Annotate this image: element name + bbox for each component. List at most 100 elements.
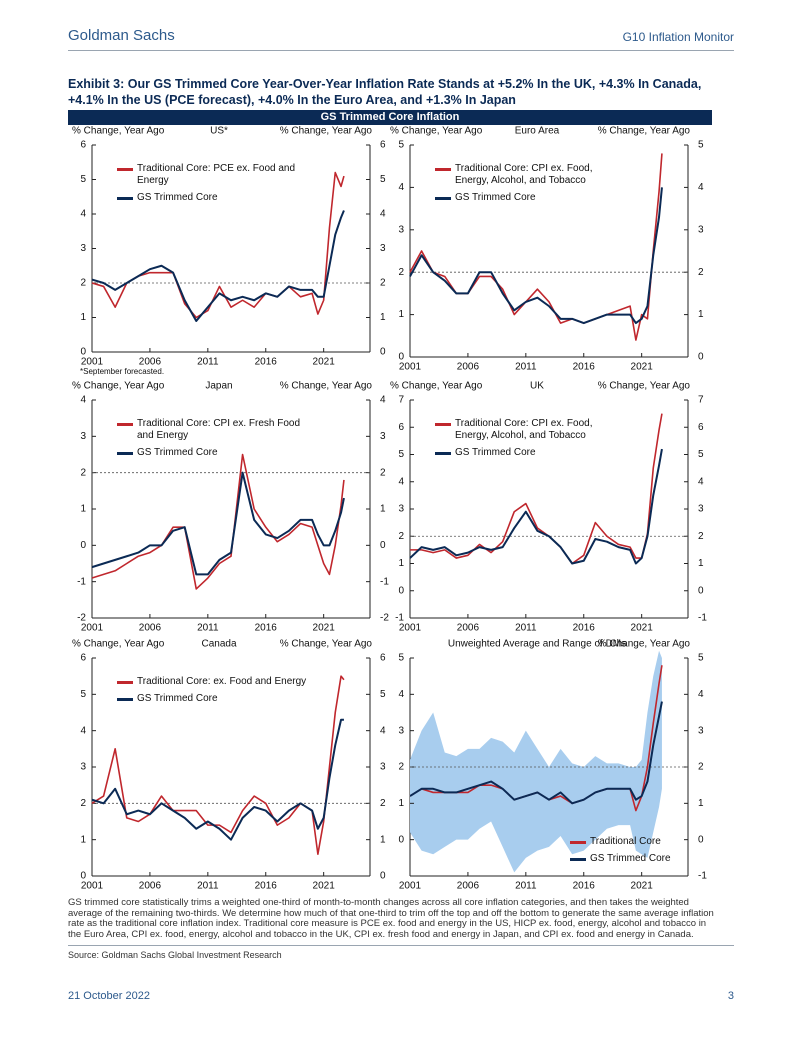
y2-tick-label: 1 (698, 798, 704, 809)
y-tick-label: 0 (80, 871, 86, 882)
y2-tick-label: 0 (380, 540, 386, 551)
legend-entry: GS Trimmed Core (435, 447, 625, 459)
y-tick-label: 4 (80, 725, 86, 736)
legend-entry: GS Trimmed Core (570, 853, 680, 865)
y-tick-label: 5 (80, 174, 86, 185)
y2-tick-label: 4 (698, 689, 704, 700)
range-band (410, 650, 662, 873)
x-tick-label: 2016 (573, 362, 596, 373)
y-tick-label: 6 (80, 653, 86, 664)
y-tick-label: 1 (398, 558, 404, 569)
y2-tick-label: 3 (698, 504, 704, 515)
y-tick-label: 5 (398, 653, 404, 664)
y-axis-label: % Change, Year Ago (390, 381, 483, 392)
y-tick-label: 4 (398, 476, 404, 487)
y2-tick-label: 4 (698, 476, 704, 487)
x-tick-label: 2001 (399, 881, 422, 892)
y2-tick-label: 1 (380, 834, 386, 845)
y2-tick-label: 2 (698, 762, 704, 773)
y2-tick-label: 0 (698, 585, 704, 596)
legend-swatch (117, 698, 133, 701)
x-tick-label: 2011 (197, 357, 219, 368)
x-tick-label: 2001 (399, 362, 422, 373)
legend-label: GS Trimmed Core (137, 192, 218, 203)
y2-tick-label: 0 (698, 352, 704, 363)
y-tick-label: 2 (398, 762, 404, 773)
y2-tick-label: 3 (380, 243, 386, 254)
y-tick-label: 6 (398, 422, 404, 433)
y-axis-label: % Change, Year Ago (72, 126, 165, 137)
x-tick-label: 2016 (255, 881, 278, 892)
x-tick-label: 2021 (313, 357, 336, 368)
y2-axis-label: % Change, Year Ago (280, 381, 373, 392)
y-tick-label: -2 (77, 613, 86, 624)
series-line (91, 675, 345, 855)
y-tick-label: 1 (80, 504, 86, 515)
y-tick-label: 5 (80, 689, 86, 700)
y2-tick-label: -1 (380, 576, 389, 587)
y-tick-label: 3 (80, 762, 86, 773)
y2-tick-label: -1 (698, 871, 707, 882)
y-tick-label: 4 (398, 182, 404, 193)
y-tick-label: 3 (398, 224, 404, 235)
y2-tick-label: 4 (380, 725, 386, 736)
legend-swatch (435, 452, 451, 455)
legend-entry: Traditional Core (570, 836, 680, 848)
y-tick-label: 2 (398, 267, 404, 278)
y-tick-label: 2 (398, 531, 404, 542)
y-tick-label: 7 (398, 395, 404, 406)
series-line (91, 471, 345, 576)
x-tick-label: 2001 (81, 357, 104, 368)
y-tick-label: 2 (80, 467, 86, 478)
y-tick-label: 1 (80, 312, 86, 323)
y-tick-label: 6 (80, 140, 86, 151)
x-tick-label: 2016 (255, 357, 278, 368)
y-tick-label: 4 (80, 395, 86, 406)
y2-tick-label: 4 (698, 182, 704, 193)
legend-entry: GS Trimmed Core (117, 192, 307, 204)
y2-tick-label: 6 (698, 422, 704, 433)
banner: GS Trimmed Core Inflation (68, 110, 712, 125)
y2-tick-label: 6 (380, 653, 386, 664)
legend-entry: Traditional Core: CPI ex. Food, Energy, … (435, 163, 625, 187)
y-tick-label: 3 (80, 431, 86, 442)
publication: G10 Inflation Monitor (622, 30, 734, 44)
y2-tick-label: 2 (380, 278, 386, 289)
y-tick-label: 5 (398, 140, 404, 151)
y-tick-label: 1 (80, 834, 86, 845)
y-tick-label: 0 (398, 352, 404, 363)
x-tick-label: 2011 (197, 881, 219, 892)
y2-tick-label: 3 (380, 431, 386, 442)
y2-tick-label: 3 (698, 725, 704, 736)
x-tick-label: 2016 (573, 623, 596, 634)
y-axis-label: % Change, Year Ago (72, 639, 165, 650)
y2-tick-label: -2 (380, 613, 389, 624)
y2-tick-label: 2 (380, 798, 386, 809)
date: 21 October 2022 (68, 990, 150, 1002)
x-tick-label: 2011 (515, 362, 537, 373)
y-tick-label: 1 (398, 798, 404, 809)
legend-swatch (117, 423, 133, 426)
x-tick-label: 2006 (139, 623, 162, 634)
exhibit-title: Exhibit 3: Our GS Trimmed Core Year-Over… (68, 77, 702, 107)
y-tick-label: 5 (398, 449, 404, 460)
chart-title: US* (210, 126, 228, 137)
y-tick-label: 4 (398, 689, 404, 700)
x-tick-label: 2006 (457, 362, 480, 373)
y-tick-label: -1 (77, 576, 86, 587)
legend: Traditional Core: CPI ex. Food, Energy, … (435, 163, 625, 209)
legend-label: Traditional Core: CPI ex. Food, Energy, … (455, 163, 593, 186)
y2-tick-label: 1 (698, 309, 704, 320)
series-line (91, 210, 345, 322)
y2-tick-label: 3 (698, 224, 704, 235)
legend-swatch (435, 423, 451, 426)
y-tick-label: 4 (80, 209, 86, 220)
x-tick-label: 2011 (515, 623, 537, 634)
legend-label: GS Trimmed Core (137, 693, 218, 704)
rule (68, 50, 734, 51)
y2-tick-label: 2 (380, 467, 386, 478)
series-line (91, 453, 345, 590)
y2-tick-label: -1 (698, 613, 707, 624)
legend-label: Traditional Core: PCE ex. Food and Energ… (137, 163, 296, 186)
